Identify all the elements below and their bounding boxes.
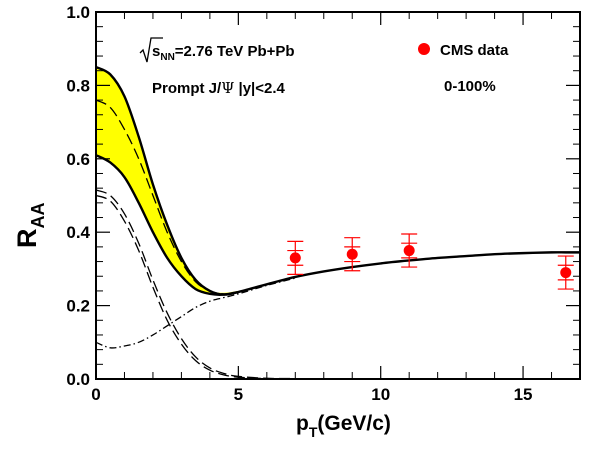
sqrt-sign-icon xyxy=(139,37,163,63)
uncertainty-band xyxy=(96,67,239,295)
particle-annotation: Prompt J/Ψ |y|<2.4 xyxy=(152,79,286,97)
curve-dashed-4 xyxy=(95,194,580,380)
y-axis-title: RAA xyxy=(12,203,48,249)
svg-text:sNN=2.76 TeV Pb+Pb: sNN=2.76 TeV Pb+Pb xyxy=(152,43,295,63)
legend: CMS data 0-100% xyxy=(418,42,509,95)
x-axis-title: pT(GeV/c) xyxy=(296,412,391,440)
ticks-layer: 0 5 10 15 0.0 0.2 0.4 0.6 0.8 1.0 xyxy=(66,3,581,404)
x-tick-label: 0 xyxy=(91,385,100,404)
x-title-sub: T xyxy=(309,424,318,440)
data-point-1 xyxy=(346,248,358,260)
y-tick-label: 1.0 xyxy=(66,3,90,22)
y-tick-label: 0.2 xyxy=(66,297,90,316)
x-tick-label: 10 xyxy=(371,385,390,404)
energy-s: s xyxy=(152,43,160,60)
curve-solid-0 xyxy=(95,65,580,296)
particle-suffix: |y|<2.4 xyxy=(234,80,285,97)
energy-sub: NN xyxy=(160,52,174,63)
curve-dashed-2 xyxy=(95,99,239,295)
y-tick-label: 0.0 xyxy=(66,370,90,389)
curve-solid-1 xyxy=(95,154,239,296)
centrality-label: 0-100% xyxy=(444,78,496,95)
x-title-rest: (GeV/c) xyxy=(317,412,391,435)
energy-rest: =2.76 TeV Pb+Pb xyxy=(175,43,295,60)
plot-frame xyxy=(95,11,581,380)
data-point-3 xyxy=(560,267,572,279)
y-tick-label: 0.4 xyxy=(66,223,90,242)
y-tick-label: 0.8 xyxy=(66,76,90,95)
legend-marker xyxy=(418,43,430,55)
energy-annotation: sNN=2.76 TeV Pb+Pb xyxy=(139,37,295,63)
x-tick-label: 5 xyxy=(234,385,243,404)
y-tick-label: 0.6 xyxy=(66,150,90,169)
legend-label: CMS data xyxy=(440,42,509,59)
x-title-main: p xyxy=(296,412,309,435)
curve-dashed-3 xyxy=(95,189,580,380)
band-layer xyxy=(96,67,239,295)
data-layer xyxy=(287,233,574,290)
data-point-0 xyxy=(289,252,301,264)
y-title-sub: AA xyxy=(28,203,48,229)
y-title-main: R xyxy=(12,229,42,249)
data-point-2 xyxy=(403,245,415,257)
particle-prefix: Prompt J/ xyxy=(152,80,222,97)
curve-dashdot-5 xyxy=(95,277,296,349)
curves-layer xyxy=(95,65,580,380)
x-tick-label: 15 xyxy=(514,385,533,404)
psi-symbol: Ψ xyxy=(221,79,234,97)
